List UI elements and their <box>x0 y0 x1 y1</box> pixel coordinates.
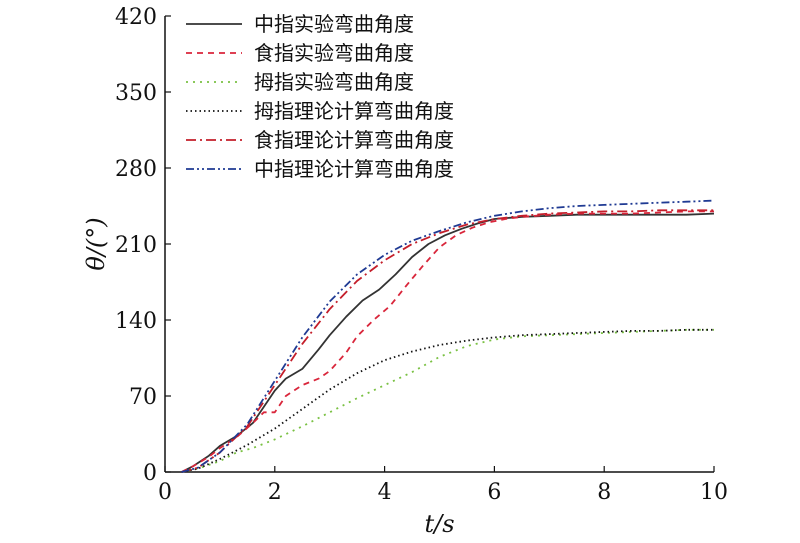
x-tick-label: 10 <box>700 480 728 505</box>
series-line-4 <box>181 328 714 473</box>
legend: 中指实验弯曲角度食指实验弯曲角度拇指实验弯曲角度拇指理论计算弯曲角度食指理论计算… <box>186 12 454 181</box>
series-line-2 <box>181 210 714 473</box>
legend-label-6: 中指理论计算弯曲角度 <box>254 157 454 181</box>
legend-label-3: 拇指实验弯曲角度 <box>254 70 414 94</box>
legend-label-5: 食指理论计算弯曲角度 <box>254 128 454 152</box>
x-tick-label: 2 <box>268 480 282 505</box>
y-tick-label: 210 <box>115 233 157 258</box>
x-tick-label: 6 <box>487 480 501 505</box>
plot-frame <box>164 16 714 473</box>
x-axis-title: t/s <box>424 510 454 538</box>
series-line-6 <box>181 199 715 473</box>
ticks-layer: 0 2 4 6 8 10 0 70 140 210 280 350 420 <box>115 5 728 505</box>
y-tick-label: 70 <box>129 385 157 410</box>
y-tick-label: 140 <box>115 309 157 334</box>
series-line-1 <box>181 212 715 473</box>
legend-label-4: 拇指理论计算弯曲角度 <box>254 99 454 123</box>
x-tick-label: 8 <box>597 480 611 505</box>
series-line-5 <box>181 209 714 473</box>
legend-label-2: 食指实验弯曲角度 <box>254 41 414 65</box>
x-tick-label: 4 <box>378 480 392 505</box>
y-axis-title: θ/(°) <box>82 217 110 270</box>
series-layer <box>181 199 715 473</box>
y-tick-label: 0 <box>143 461 157 486</box>
y-tick-label: 350 <box>115 81 157 106</box>
y-tick-label: 420 <box>115 5 157 30</box>
legend-label-1: 中指实验弯曲角度 <box>254 12 414 36</box>
y-tick-label: 280 <box>115 157 157 182</box>
x-tick-label: 0 <box>158 480 172 505</box>
series-line-3 <box>181 328 714 473</box>
